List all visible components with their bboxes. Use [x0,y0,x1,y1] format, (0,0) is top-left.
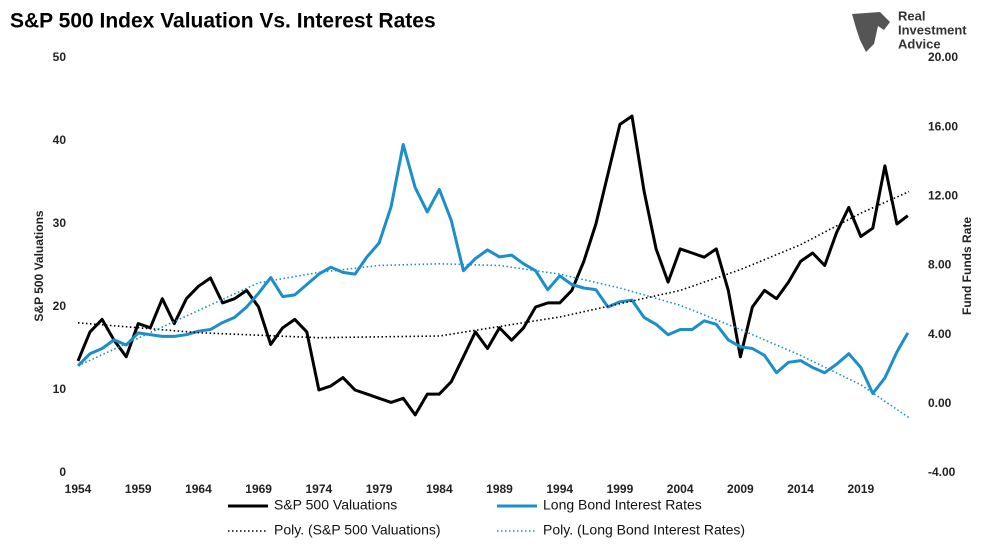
legend-label: Poly. (S&P 500 Valuations) [274,522,441,538]
x-tick-label: 2009 [727,482,754,496]
logo-text: Investment [898,22,967,37]
y2-tick-label: 4.00 [928,327,952,341]
legend-label: Poly. (Long Bond Interest Rates) [543,522,745,538]
series-line [76,114,909,417]
logo-text: Real [898,8,925,23]
y-tick-label: 40 [53,133,67,147]
y2-tick-label: 8.00 [928,258,952,272]
x-tick-label: 1969 [245,482,272,496]
x-tick-label: 1954 [65,482,92,496]
x-tick-label: 1974 [306,482,333,496]
x-tick-label: 1959 [125,482,152,496]
x-tick-label: 1964 [185,482,212,496]
series-line [76,143,910,395]
x-tick-label: 2019 [847,482,874,496]
x-tick-label: 1984 [426,482,453,496]
x-tick-label: 2014 [787,482,814,496]
x-tick-label: 1989 [486,482,513,496]
y2-axis-title: Fund Funds Rate [960,217,974,315]
logo-icon [852,12,890,52]
x-tick-label: 1979 [366,482,393,496]
y2-tick-label: 20.00 [928,50,958,64]
y2-tick-label: -4.00 [928,465,956,479]
y-axis-title: S&P 500 Valuations [32,210,46,321]
x-tick-label: 1994 [546,482,573,496]
chart-title: S&P 500 Index Valuation Vs. Interest Rat… [10,10,436,33]
legend-label: Long Bond Interest Rates [543,497,702,513]
y-tick-label: 0 [59,465,66,479]
x-tick-label: 2004 [667,482,694,496]
y-tick-label: 50 [53,50,67,64]
y2-tick-label: 0.00 [928,396,952,410]
legend-label: S&P 500 Valuations [274,497,397,513]
y2-tick-label: 16.00 [928,119,958,133]
y-tick-label: 30 [53,216,67,230]
y2-tick-label: 12.00 [928,189,958,203]
trend-line [77,190,910,339]
logo-text: Advice [898,36,941,51]
y-tick-label: 10 [53,382,67,396]
x-tick-label: 1999 [607,482,634,496]
trend-line [77,263,910,419]
y-tick-label: 20 [53,299,67,313]
